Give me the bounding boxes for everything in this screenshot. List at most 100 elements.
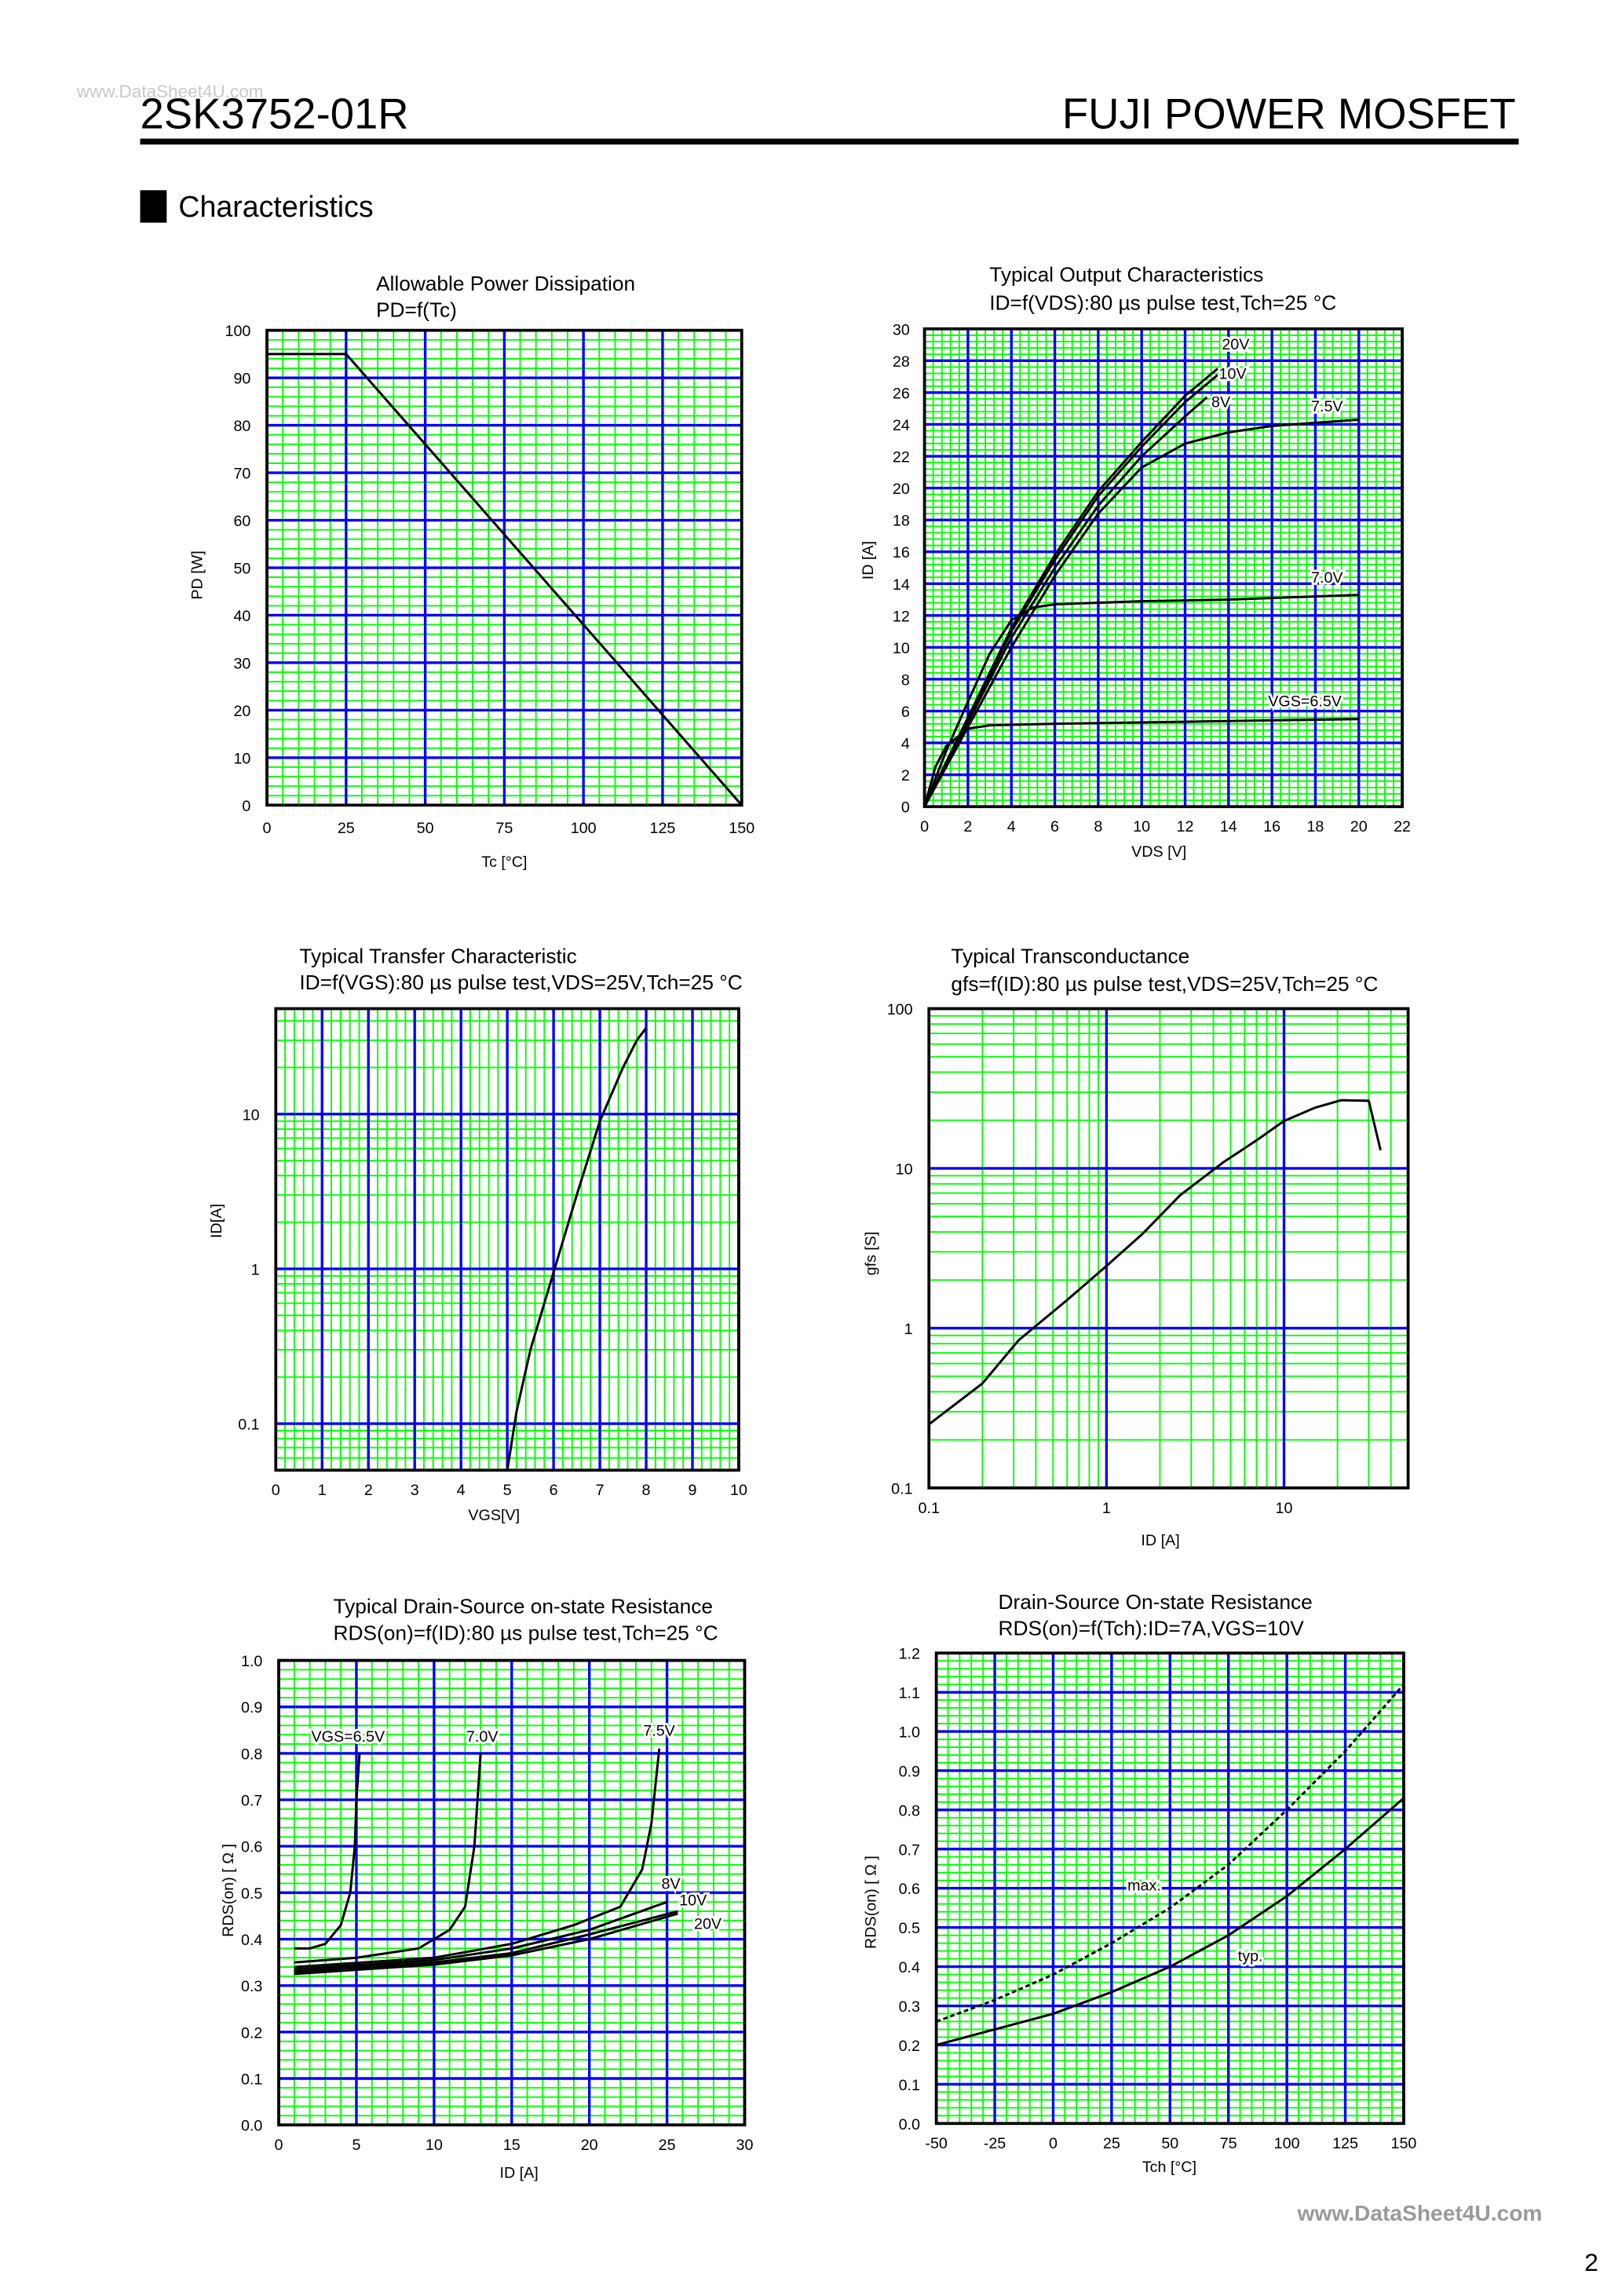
x-tick-label: 16 xyxy=(1263,818,1280,835)
series-line-vgs-6-5v xyxy=(923,718,1359,807)
y-tick-label: 0.2 xyxy=(899,2038,920,2055)
plot-frame xyxy=(265,328,743,807)
y-tick-label: 40 xyxy=(233,608,250,625)
plot-grid xyxy=(265,328,743,807)
x-tick-label: 25 xyxy=(659,2137,676,2154)
x-tick-label: 10 xyxy=(1133,818,1150,835)
y-tick-label: 20 xyxy=(233,703,250,720)
y-tick-label: 0.1 xyxy=(241,2071,262,2089)
y-tick-label: 0.9 xyxy=(899,1763,920,1780)
section-bullet-icon xyxy=(140,190,167,223)
series-line-id xyxy=(506,1027,648,1471)
series-label: typ. xyxy=(1238,1948,1263,1965)
y-tick-label: 0.4 xyxy=(899,1959,920,1976)
plot-grid xyxy=(274,1008,740,1471)
y-tick-label: 1.0 xyxy=(241,1653,262,1670)
x-tick-label: 20 xyxy=(581,2137,598,2154)
chart-title: ID=f(VGS):80 µs pulse test,VDS=25V,Tch=2… xyxy=(299,971,742,994)
y-tick-label: 10 xyxy=(233,750,250,767)
plot-frame xyxy=(922,327,1404,809)
y-tick-label: 30 xyxy=(233,655,250,672)
chart-4: 0.1 1 10 0.1 1 10 100 Typical Transconductance g… xyxy=(863,944,1410,1549)
series-line-vgs-7-5v xyxy=(923,418,1359,807)
x-tick-label: 100 xyxy=(571,820,597,837)
x-tick-label: 0.1 xyxy=(919,1500,940,1517)
chart-title: PD=f(Tc) xyxy=(376,298,457,322)
y-tick-label: 8 xyxy=(901,672,910,689)
y-axis-label: RDS(on) [ Ω ] xyxy=(863,1855,880,1949)
x-tick-label: -50 xyxy=(925,2135,948,2152)
x-tick-label: 0 xyxy=(272,1482,280,1499)
y-tick-label: 0.1 xyxy=(899,2077,920,2094)
y-tick-label: 4 xyxy=(901,736,910,753)
y-tick-label: 1 xyxy=(251,1261,260,1278)
series-line-max xyxy=(936,1684,1405,2023)
x-tick-label: 150 xyxy=(729,820,754,837)
y-tick-label: 1.0 xyxy=(899,1724,920,1742)
y-tick-label: 0.4 xyxy=(241,1932,262,1949)
x-tick-label: 8 xyxy=(1094,818,1102,835)
y-tick-label: 0.3 xyxy=(241,1978,262,1995)
x-tick-label: 6 xyxy=(550,1482,558,1499)
chart-5: 0 5 10 15 20 25 30 0.0 0.1 0.2 0.3 0.4 0.5 0.6 0.7 0.8 0… xyxy=(220,1594,754,2181)
footer-watermark: www.DataSheet4U.com xyxy=(1297,2201,1543,2225)
series-label: 7.5V xyxy=(643,1722,675,1739)
x-tick-label: 50 xyxy=(1161,2135,1178,2152)
y-tick-label: 0 xyxy=(242,798,250,815)
chart-title: ID=f(VDS):80 µs pulse test,Tch=25 °C xyxy=(989,291,1336,314)
chart-title: Drain-Source On-state Resistance xyxy=(999,1590,1313,1614)
y-tick-label: 90 xyxy=(233,371,250,388)
chart-title: Typical Drain-Source on-state Resistance xyxy=(334,1594,713,1618)
x-tick-label: 10 xyxy=(426,2137,443,2154)
y-tick-label: 0.0 xyxy=(241,2118,262,2135)
x-tick-label: 22 xyxy=(1394,818,1411,835)
y-tick-label: 10 xyxy=(896,1161,913,1178)
plot-grid xyxy=(934,1651,1405,2125)
x-tick-label: 4 xyxy=(457,1482,466,1499)
x-tick-label: 10 xyxy=(1276,1500,1293,1517)
x-tick-label: 3 xyxy=(411,1482,419,1499)
series-line-vgs-10v xyxy=(294,1910,678,1973)
chart-title: RDS(on)=f(Tch):ID=7A,VGS=10V xyxy=(999,1617,1305,1640)
series-label: 10V xyxy=(679,1892,707,1909)
y-tick-label: 0 xyxy=(901,799,910,817)
x-tick-label: 8 xyxy=(642,1482,651,1499)
x-tick-label: 20 xyxy=(1350,818,1368,835)
y-tick-label: 1.2 xyxy=(899,1646,920,1663)
y-tick-label: 0.5 xyxy=(241,1885,262,1903)
section-title: Characteristics xyxy=(178,190,373,223)
y-tick-label: 0.5 xyxy=(899,1920,920,1937)
plot-grid xyxy=(927,1007,1408,1490)
y-tick-label: 24 xyxy=(893,417,910,434)
x-axis-label: Tch [°C] xyxy=(1142,2159,1196,2176)
x-tick-label: 14 xyxy=(1220,818,1237,835)
y-tick-label: 6 xyxy=(901,704,910,721)
chart-title: RDS(on)=f(ID):80 µs pulse test,Tch=25 °C xyxy=(334,1621,718,1644)
header-watermark: www.DataSheet4U.com xyxy=(76,82,264,101)
x-tick-label: 9 xyxy=(689,1482,697,1499)
y-tick-label: 12 xyxy=(893,608,910,625)
chart-title: Allowable Power Dissipation xyxy=(376,272,635,295)
series-label: 8V xyxy=(1211,393,1231,411)
series-line-vgs-6-5v xyxy=(294,1753,361,1950)
y-tick-label: 0.3 xyxy=(899,1998,920,2016)
y-tick-label: 0.6 xyxy=(899,1881,920,1898)
x-tick-label: 10 xyxy=(730,1482,747,1499)
series-line-pd xyxy=(267,353,743,806)
x-tick-label: 1 xyxy=(318,1482,327,1499)
charts: 0 25 50 75 100 125 1500102030405060708090100Al… xyxy=(188,263,1416,2182)
y-tick-label: 14 xyxy=(893,576,910,594)
series-label: 8V xyxy=(662,1876,681,1893)
x-axis-label: VGS[V] xyxy=(468,1507,520,1524)
y-tick-label: 0.1 xyxy=(238,1417,259,1434)
plot-frame xyxy=(927,1007,1410,1490)
plot-frame xyxy=(934,1651,1405,2126)
x-tick-label: 100 xyxy=(1274,2135,1300,2152)
plot-grid xyxy=(277,1658,747,2126)
y-tick-label: 0.8 xyxy=(899,1802,920,1819)
y-tick-label: 30 xyxy=(893,321,910,338)
y-tick-label: 1.1 xyxy=(899,1685,920,1702)
x-tick-label: 25 xyxy=(1103,2135,1120,2152)
x-tick-label: 15 xyxy=(503,2137,521,2154)
chart-6: -50 -25 0 25 50 75 100 125 150 0.0 0.1 0.2 0.3 0.4 0.5… xyxy=(863,1590,1417,2176)
